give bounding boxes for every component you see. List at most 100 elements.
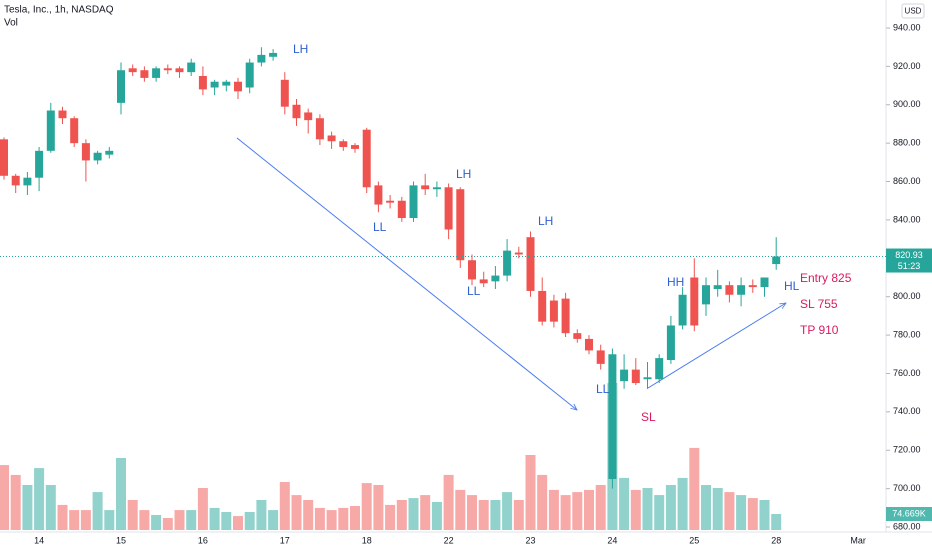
candle-body: [620, 369, 629, 382]
volume-bar: [45, 485, 56, 530]
y-tick-label: 800.00: [893, 291, 921, 301]
x-tick-label: 15: [116, 535, 126, 545]
candle-body: [421, 185, 430, 190]
volume-label: 74.669K: [892, 508, 926, 518]
candle-body: [479, 279, 488, 284]
candle-body: [772, 256, 781, 265]
y-tick-label: 740.00: [893, 406, 921, 416]
candle-body: [374, 185, 383, 205]
candle-body: [304, 112, 313, 121]
candle-body: [163, 68, 172, 71]
candle-body: [46, 110, 55, 151]
volume-bar: [665, 485, 676, 530]
volume-bar: [314, 507, 325, 530]
annotation: LL: [373, 220, 387, 234]
volume-bar: [209, 507, 220, 530]
candle-body: [409, 185, 418, 219]
volume-bar: [490, 500, 501, 530]
annotation: SL 755: [800, 297, 838, 311]
candle-body: [514, 252, 523, 255]
x-tick-label: 22: [444, 535, 454, 545]
y-tick-label: 920.00: [893, 61, 921, 71]
candle-body: [713, 285, 722, 290]
currency-box[interactable]: [901, 3, 925, 19]
volume-bar: [478, 500, 489, 530]
volume-bar: [162, 518, 173, 530]
annotation: Entry 825: [800, 271, 852, 285]
volume-bar: [771, 513, 782, 530]
volume-bar: [326, 510, 337, 530]
candle-body: [503, 250, 512, 276]
volume-bar: [689, 447, 700, 530]
candle-body: [280, 79, 289, 107]
volume-bar: [747, 498, 758, 530]
candle-body: [210, 81, 219, 88]
annotation: LH: [538, 214, 553, 228]
candle-body: [339, 141, 348, 147]
candle-body: [526, 237, 535, 291]
trend-arrow: [236, 137, 577, 410]
candle-body: [690, 277, 699, 326]
y-tick-label: 720.00: [893, 445, 921, 455]
volume-bar: [724, 492, 735, 530]
symbol-title: Tesla, Inc., 1h, NASDAQ: [4, 5, 114, 16]
volume-bar: [361, 483, 372, 530]
candle-body: [128, 68, 137, 73]
candle-body: [549, 300, 558, 322]
candle-body: [456, 189, 465, 261]
volume-bar: [127, 500, 138, 530]
last-price-label: 820.93: [895, 250, 923, 260]
candle-body: [573, 333, 582, 339]
candle-body: [608, 354, 617, 480]
candle-body: [187, 62, 196, 73]
volume-bar: [759, 500, 770, 530]
volume-bar: [10, 474, 21, 530]
candle-body: [70, 118, 79, 144]
x-tick-label: 28: [771, 535, 781, 545]
candle-body: [760, 277, 769, 288]
volume-bar: [455, 489, 466, 530]
volume-bar: [443, 474, 454, 530]
volume-bar: [537, 474, 548, 530]
candle-body: [351, 145, 359, 149]
y-tick-label: 700.00: [893, 483, 921, 493]
candle-body: [561, 298, 570, 334]
volume-bar: [303, 500, 314, 530]
candle-body: [245, 62, 254, 88]
candle-body: [432, 187, 441, 190]
volume-bar: [595, 485, 606, 530]
volume-bar: [338, 507, 349, 530]
y-tick-label: 860.00: [893, 176, 921, 186]
volume-bar: [513, 500, 524, 530]
volume-bar: [572, 492, 583, 530]
candle-body: [538, 290, 547, 322]
y-tick-label: 680.00: [893, 521, 921, 531]
volume-bar: [233, 516, 243, 530]
volume-label-box: [886, 506, 932, 521]
x-tick-label: 16: [198, 535, 208, 545]
volume-bar: [502, 492, 513, 530]
x-tick-label: 18: [362, 535, 372, 545]
volume-bar: [34, 468, 45, 530]
x-tick-label: Mar: [850, 535, 866, 545]
volume-bar: [654, 495, 665, 530]
volume-bar: [350, 506, 360, 530]
candle-body: [315, 118, 324, 140]
volume-bar: [151, 515, 162, 530]
trend-arrow: [647, 303, 786, 389]
candle-body: [631, 369, 640, 384]
candle-body: [269, 52, 278, 57]
volume-bar: [467, 495, 477, 530]
volume-bar: [560, 495, 571, 530]
candle-body: [491, 275, 500, 282]
candle-body: [11, 175, 20, 186]
volume-bar: [431, 501, 442, 530]
volume-title: Vol: [4, 18, 18, 29]
countdown-label: 51:23: [898, 261, 921, 271]
volume-bar: [92, 492, 103, 530]
candle-body: [702, 285, 710, 305]
x-tick-label: 23: [525, 535, 535, 545]
volume-bar: [712, 488, 723, 530]
annotation: LL: [596, 382, 610, 396]
